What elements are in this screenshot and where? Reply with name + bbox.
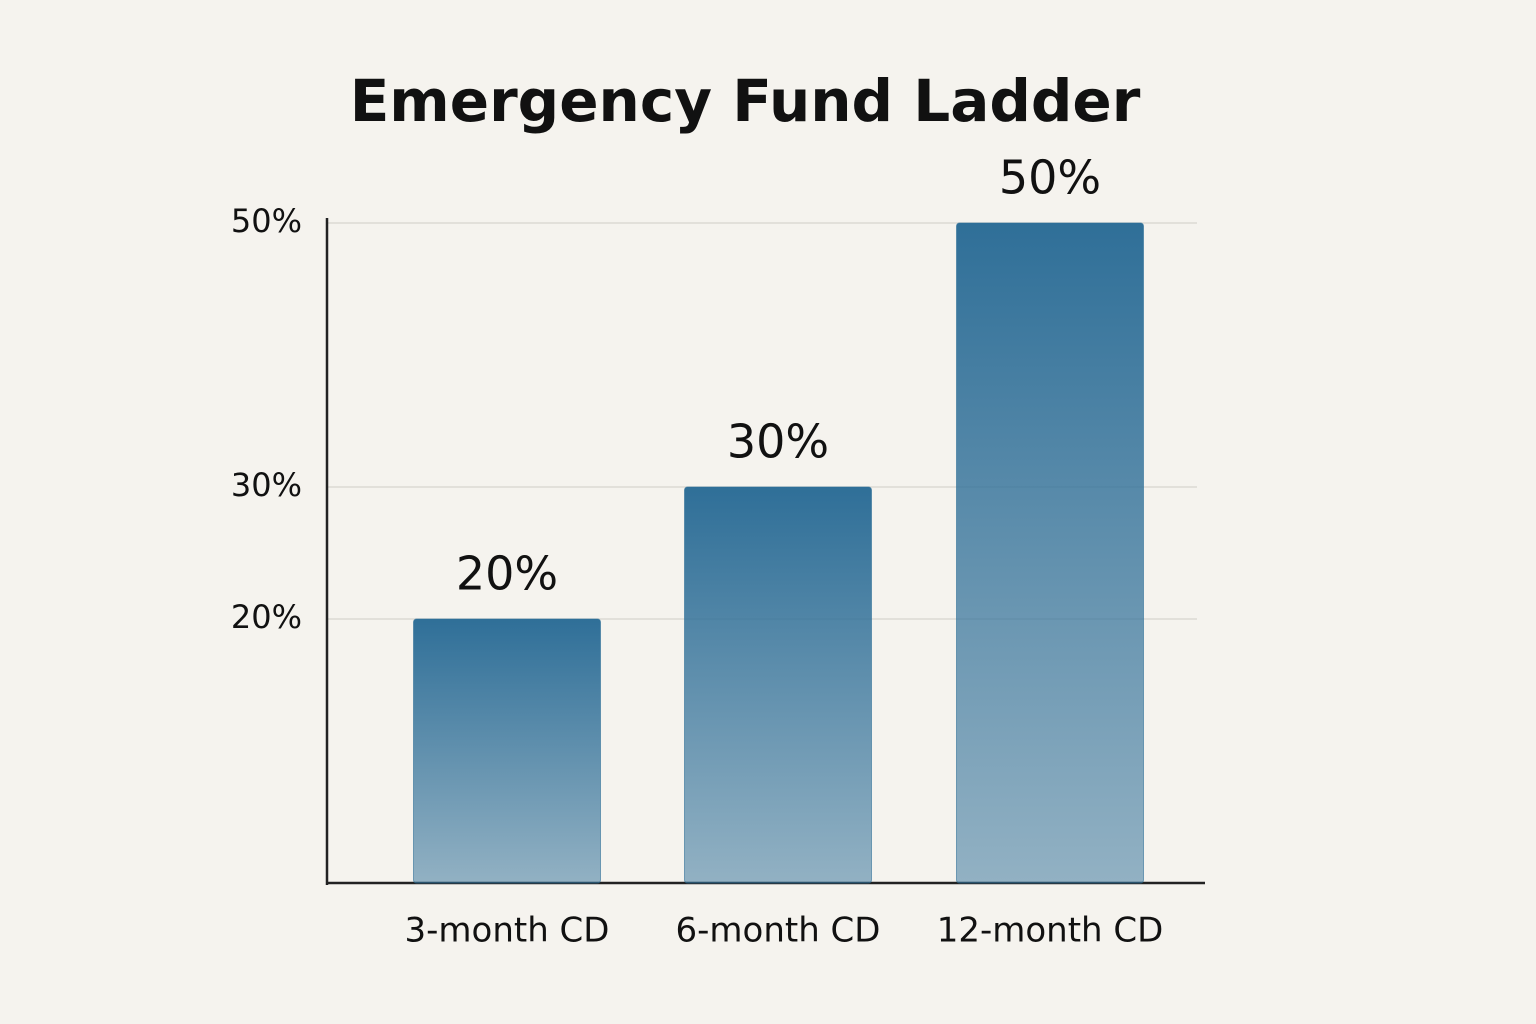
value-label: 30% (727, 415, 829, 469)
y-tick-label: 50% (231, 202, 302, 240)
bar (956, 222, 1144, 884)
x-tick-label: 3-month CD (405, 911, 610, 951)
bar (413, 618, 601, 884)
x-tick-label: 6-month CD (676, 911, 881, 951)
chart-title: Emergency Fund Ladder (350, 67, 1141, 135)
value-label: 50% (999, 151, 1101, 205)
bar (684, 486, 872, 884)
y-tick-label: 20% (231, 598, 302, 636)
x-tick-label: 12-month CD (937, 911, 1164, 951)
y-tick-label: 30% (231, 466, 302, 504)
value-label: 20% (456, 547, 558, 601)
